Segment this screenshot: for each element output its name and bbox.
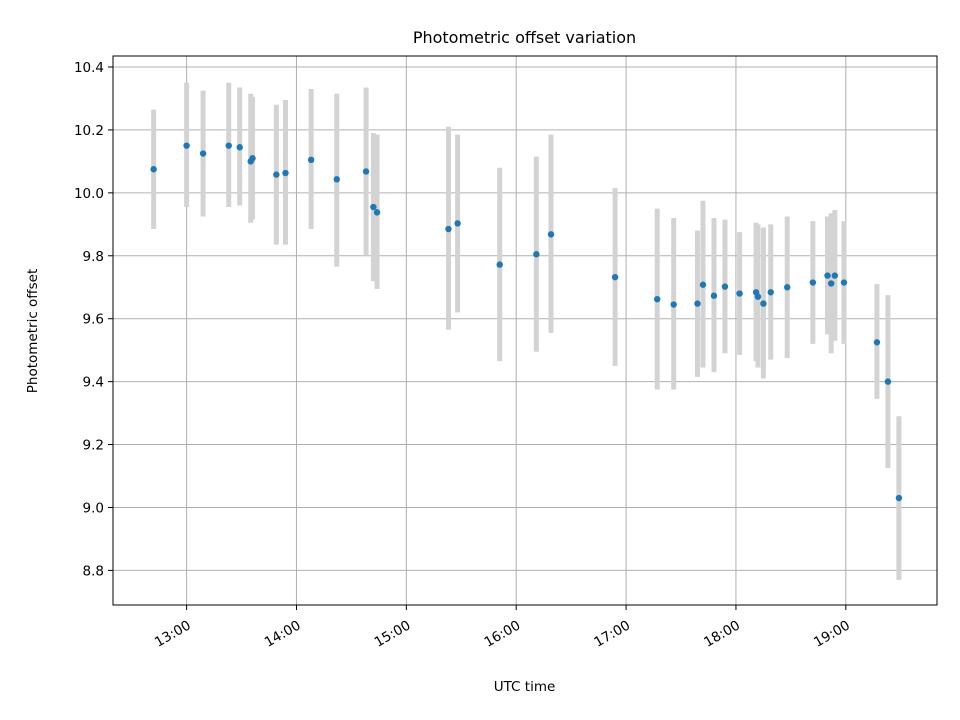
y-tick-label: 10.4	[74, 60, 104, 76]
data-point	[183, 142, 190, 149]
data-point	[895, 494, 903, 502]
data-point	[831, 272, 839, 279]
y-tick-label: 9.4	[83, 375, 104, 391]
data-point	[699, 281, 707, 288]
y-axis-label: Photometric offset	[25, 269, 41, 393]
data-point	[840, 279, 848, 286]
data-point	[809, 279, 817, 286]
x-axis-label: UTC time	[494, 679, 556, 695]
data-point	[736, 290, 743, 297]
data-point	[496, 261, 503, 268]
data-point	[754, 293, 762, 300]
data-point	[333, 176, 340, 183]
y-axis-ticks: 8.8 9.0 9.2 9.4 9.6 9.8 10.0 10.2 10.4	[74, 60, 113, 579]
y-tick-label: 8.8	[83, 563, 104, 579]
data-point	[873, 339, 881, 346]
data-point	[670, 301, 677, 308]
data-point	[533, 251, 540, 258]
data-point	[445, 225, 452, 233]
chart-title: Photometric offset variation	[413, 28, 636, 47]
data-point	[721, 283, 729, 290]
data-point	[236, 144, 243, 151]
data-point	[225, 142, 232, 149]
data-point	[370, 203, 377, 211]
y-tick-label: 9.2	[83, 438, 104, 454]
data-point	[824, 272, 831, 279]
data-point	[884, 378, 892, 385]
y-tick-label: 10.0	[74, 186, 104, 202]
y-tick-label: 10.2	[74, 123, 104, 139]
data-point	[710, 292, 718, 299]
plot-area-frame	[112, 55, 938, 606]
data-point	[827, 280, 835, 287]
data-point	[760, 300, 767, 307]
data-point	[784, 284, 791, 291]
data-point	[454, 220, 461, 227]
data-point	[199, 150, 207, 157]
data-point	[362, 168, 370, 175]
data-point	[282, 169, 289, 177]
data-point	[654, 295, 661, 303]
data-points	[150, 142, 903, 502]
y-tick-label: 9.6	[83, 312, 104, 328]
data-point	[273, 171, 280, 178]
y-tick-label: 9.0	[83, 500, 104, 516]
data-point	[547, 231, 555, 238]
data-point	[694, 300, 701, 307]
data-point	[611, 273, 619, 281]
grid-lines	[113, 56, 937, 605]
data-point	[307, 156, 315, 164]
data-point	[373, 209, 381, 216]
y-tick-label: 9.8	[83, 249, 104, 265]
data-point	[150, 166, 157, 173]
data-point	[249, 155, 256, 162]
data-point	[767, 289, 774, 296]
